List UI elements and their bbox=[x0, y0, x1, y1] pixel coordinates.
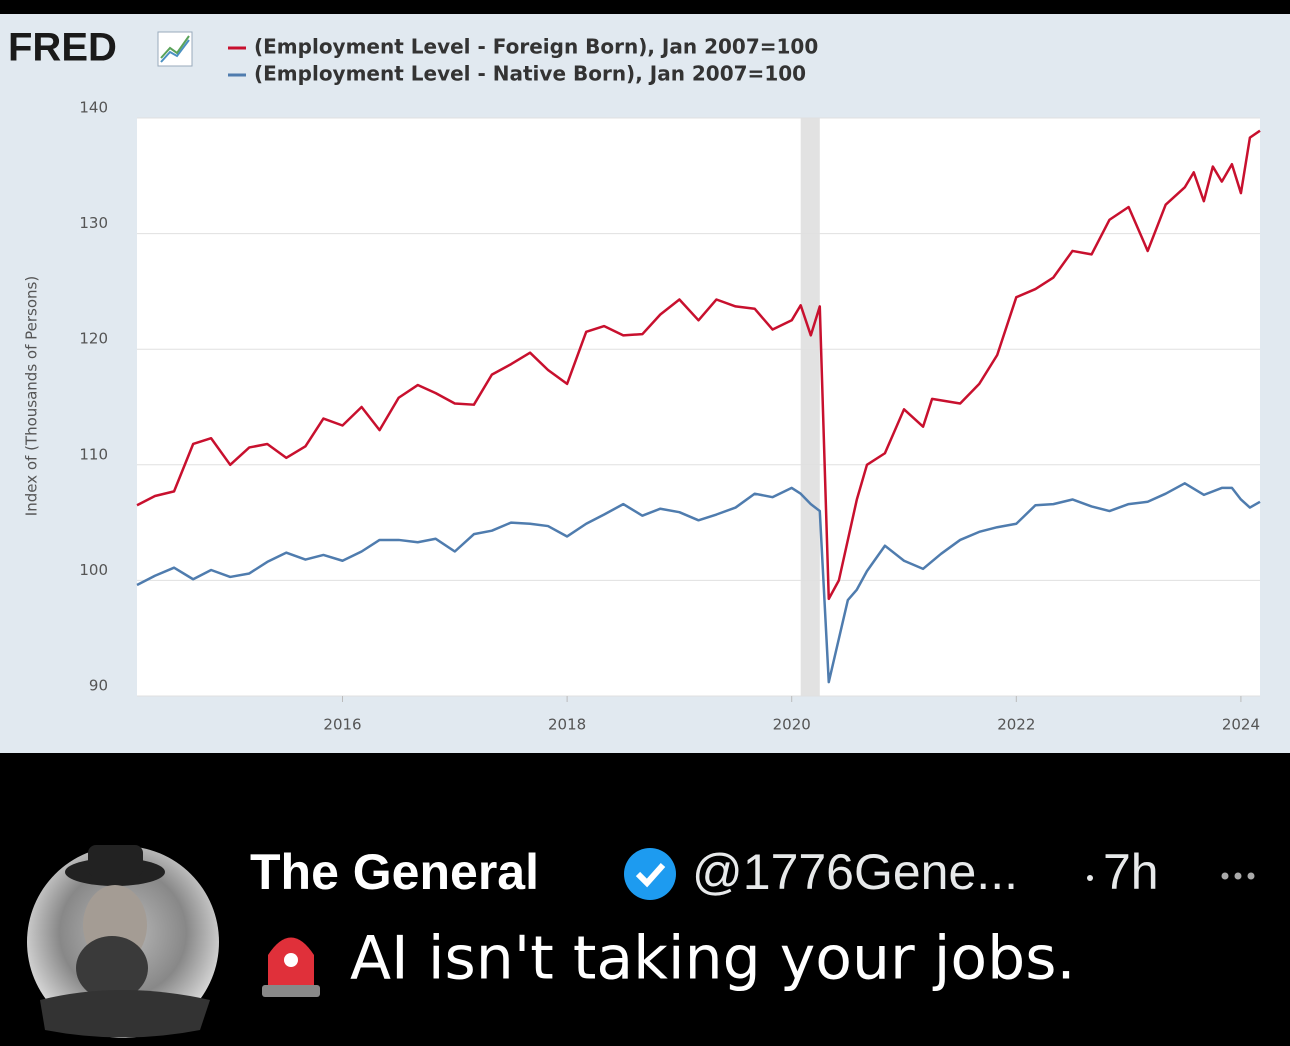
avatar-beard bbox=[76, 936, 148, 1000]
logo-icon bbox=[157, 31, 193, 67]
x-tick-label: 2020 bbox=[773, 716, 811, 734]
series-line bbox=[136, 129, 1261, 601]
y-tick-label: 110 bbox=[79, 445, 108, 463]
timestamp[interactable]: 7h bbox=[1103, 844, 1159, 900]
legend-label: (Employment Level - Foreign Born), Jan 2… bbox=[254, 35, 818, 59]
handle[interactable]: @1776Gene... bbox=[692, 844, 1018, 900]
dot bbox=[1221, 872, 1229, 880]
dot bbox=[1247, 872, 1255, 880]
siren-emoji bbox=[262, 937, 320, 997]
legend-label: (Employment Level - Native Born), Jan 20… bbox=[254, 62, 806, 86]
x-tick-label: 2018 bbox=[548, 716, 586, 734]
recession-shade bbox=[800, 118, 820, 696]
x-tick-label: 2016 bbox=[323, 716, 361, 734]
badge bbox=[624, 848, 676, 900]
more-menu[interactable] bbox=[1221, 872, 1255, 880]
plot-area bbox=[137, 118, 1260, 696]
separator bbox=[1087, 875, 1093, 881]
tweet-text: AI isn't taking your jobs. bbox=[350, 924, 1076, 994]
dot bbox=[1234, 872, 1242, 880]
badge-check bbox=[635, 863, 666, 888]
y-tick-label: 140 bbox=[79, 99, 108, 117]
avatar-coat bbox=[40, 990, 210, 1038]
tweet: The General @1776Gene... 7h AI isn't tak… bbox=[27, 844, 1255, 1038]
y-tick-label: 120 bbox=[79, 330, 108, 348]
y-axis-label: Index of (Thousands of Persons) bbox=[23, 276, 41, 516]
x-tick-label: 2024 bbox=[1222, 716, 1260, 734]
logo-line bbox=[160, 39, 190, 63]
siren-light bbox=[284, 953, 298, 967]
y-tick-label: 90 bbox=[89, 677, 108, 695]
series-line bbox=[136, 482, 1261, 684]
siren-base bbox=[262, 985, 320, 997]
avatar-hat bbox=[88, 845, 143, 877]
verified-badge bbox=[624, 848, 676, 900]
y-tick-label: 100 bbox=[79, 561, 108, 579]
logo: FRED bbox=[8, 26, 117, 70]
y-tick-label: 130 bbox=[79, 214, 108, 232]
author-name[interactable]: The General bbox=[250, 844, 539, 900]
x-tick-label: 2022 bbox=[997, 716, 1035, 734]
logo-line bbox=[160, 35, 190, 59]
